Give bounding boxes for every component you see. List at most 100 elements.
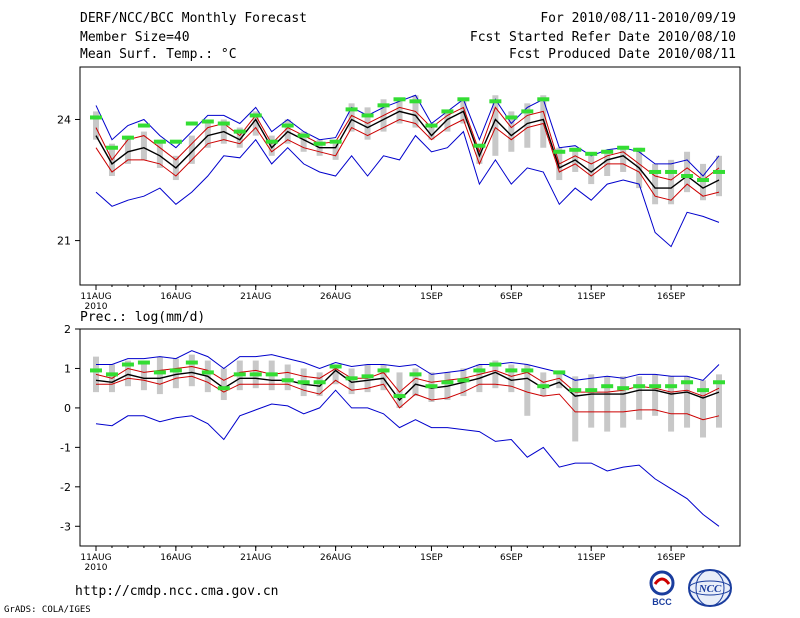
observed-marker bbox=[281, 123, 294, 128]
observed-marker bbox=[281, 378, 294, 383]
observed-marker bbox=[153, 370, 166, 375]
ensemble-box bbox=[668, 159, 675, 205]
x-tick-label: 1SEP bbox=[420, 292, 443, 302]
series-min-line bbox=[95, 389, 720, 527]
panel-1: 21 24 11AUG 16AUG 21AUG 26AUG 1SEP 6SEP 11SEP 16S… bbox=[57, 66, 741, 312]
observed-marker bbox=[153, 139, 166, 144]
ensemble-box bbox=[636, 376, 643, 420]
observed-marker bbox=[361, 113, 374, 118]
grads-credit: GrADS: COLA/IGES bbox=[4, 605, 91, 615]
observed-marker bbox=[90, 368, 102, 373]
x-tick-label: 16AUG bbox=[160, 553, 191, 563]
forecast-produced-date: Fcst Produced Date 2010/08/11 bbox=[509, 47, 736, 62]
ensemble-box bbox=[620, 376, 627, 428]
ensemble-box bbox=[524, 103, 531, 148]
ensemble-box bbox=[716, 374, 722, 428]
observed-marker bbox=[649, 169, 662, 174]
observed-marker bbox=[441, 380, 454, 385]
y-tick-label: 0 bbox=[64, 402, 71, 415]
ensemble-box bbox=[140, 131, 147, 160]
bcc-logo: BCC bbox=[640, 568, 684, 608]
observed-marker bbox=[137, 360, 150, 365]
x-tick-label: 16SEP bbox=[657, 292, 686, 302]
observed-marker bbox=[665, 384, 678, 389]
ensemble-box bbox=[652, 374, 659, 416]
observed-marker bbox=[249, 372, 262, 377]
observed-marker bbox=[425, 123, 438, 128]
x-tick-label: 1SEP bbox=[420, 553, 443, 563]
ensemble-box bbox=[220, 368, 227, 401]
ensemble-box bbox=[700, 163, 707, 201]
ensemble-box bbox=[156, 356, 163, 395]
series-min-line bbox=[95, 130, 720, 248]
ensemble-box bbox=[588, 374, 595, 428]
observed-marker bbox=[313, 380, 326, 385]
observed-marker bbox=[473, 368, 486, 373]
observed-marker bbox=[585, 388, 598, 393]
ensemble-box bbox=[268, 135, 275, 156]
ensemble-box bbox=[668, 376, 675, 432]
observed-marker bbox=[121, 135, 134, 140]
observed-marker bbox=[329, 364, 342, 369]
ensemble-box bbox=[348, 103, 355, 132]
ensemble-box bbox=[620, 147, 627, 172]
observed-marker bbox=[457, 97, 470, 102]
ensemble-box bbox=[556, 372, 563, 389]
observed-marker bbox=[537, 97, 550, 102]
ensemble-box bbox=[332, 143, 339, 160]
ensemble-box bbox=[508, 364, 515, 393]
observed-marker bbox=[90, 115, 102, 120]
ensemble-box bbox=[588, 155, 595, 185]
observed-marker bbox=[377, 368, 390, 373]
x-year-label: 2010 bbox=[85, 563, 108, 573]
observed-marker bbox=[297, 380, 310, 385]
x-tick-label: 16SEP bbox=[657, 553, 686, 563]
observed-marker bbox=[201, 119, 214, 124]
observed-marker bbox=[617, 386, 630, 391]
ensemble-box bbox=[156, 139, 163, 168]
observed-marker bbox=[713, 380, 725, 385]
ensemble-box bbox=[124, 360, 131, 387]
observed-marker bbox=[393, 394, 406, 399]
observed-marker bbox=[601, 149, 614, 154]
plot-frame bbox=[79, 66, 741, 286]
ensemble-box bbox=[332, 364, 339, 385]
ensemble-box bbox=[524, 364, 531, 416]
observed-marker bbox=[681, 174, 694, 178]
observed-marker bbox=[569, 147, 582, 152]
ensemble-box bbox=[93, 111, 99, 140]
forecast-period: For 2010/08/11-2010/09/19 bbox=[540, 11, 736, 26]
x-tick-label: 6SEP bbox=[500, 553, 523, 563]
observed-marker bbox=[569, 388, 582, 393]
y-tick-label: 2 bbox=[64, 323, 71, 336]
observed-marker bbox=[665, 169, 678, 174]
y-tick-label: -3 bbox=[60, 520, 71, 533]
ensemble-box bbox=[684, 151, 691, 193]
x-year-label: 2010 bbox=[85, 302, 108, 312]
observed-marker bbox=[521, 368, 534, 373]
y-tick-label: -2 bbox=[60, 481, 71, 494]
ensemble-box bbox=[492, 360, 499, 389]
ensemble-box bbox=[204, 119, 211, 148]
x-tick-label: 16AUG bbox=[160, 292, 191, 302]
ensemble-box bbox=[412, 368, 419, 397]
observed-marker bbox=[233, 129, 246, 134]
observed-marker bbox=[105, 372, 118, 377]
ensemble-box bbox=[716, 155, 722, 197]
ensemble-box bbox=[188, 135, 195, 164]
series-upper-line bbox=[95, 106, 720, 181]
observed-marker bbox=[713, 169, 725, 174]
observed-marker bbox=[681, 380, 694, 385]
ensemble-box bbox=[188, 354, 195, 387]
observed-marker bbox=[201, 370, 214, 375]
observed-marker bbox=[345, 107, 358, 112]
observed-marker bbox=[553, 370, 566, 375]
observed-marker bbox=[601, 384, 614, 389]
variable-label: Mean Surf. Temp.: °C bbox=[80, 47, 237, 62]
observed-marker bbox=[633, 384, 646, 389]
observed-marker bbox=[633, 147, 646, 152]
observed-marker bbox=[425, 384, 438, 389]
footer-url[interactable]: http://cmdp.ncc.cma.gov.cn bbox=[75, 584, 279, 599]
observed-marker bbox=[217, 121, 230, 126]
x-tick-label: 21AUG bbox=[240, 553, 271, 563]
